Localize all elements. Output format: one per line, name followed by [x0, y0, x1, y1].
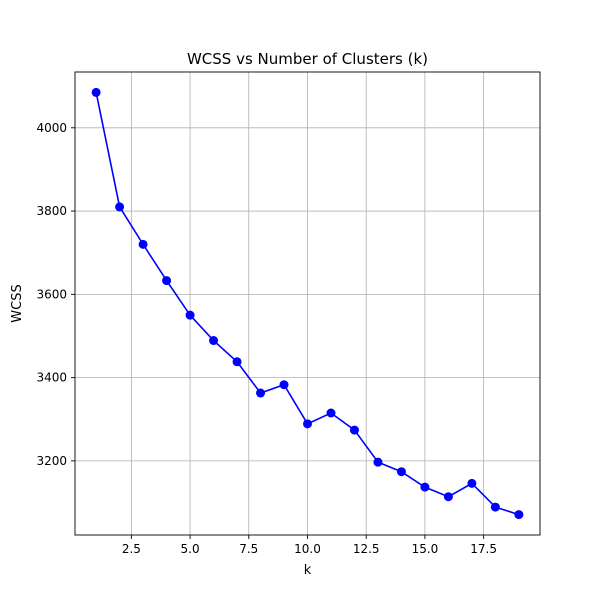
grid [75, 72, 540, 535]
x-axis: 2.5 5.0 7.5 10.0 12.5 15.0 17.5 [122, 535, 497, 556]
y-axis: 3200 3400 3600 3800 4000 [36, 121, 75, 468]
data-point [490, 502, 500, 512]
data-point [279, 380, 289, 390]
data-point [256, 388, 266, 398]
y-tick-label: 3200 [36, 454, 67, 468]
y-axis-label: WCSS [10, 284, 25, 322]
x-tick-label: 15.0 [412, 542, 439, 556]
data-point [420, 482, 430, 492]
data-point [514, 510, 524, 520]
data-point [209, 336, 219, 346]
data-point [115, 202, 125, 212]
x-tick-label: 2.5 [122, 542, 141, 556]
x-axis-label: k [304, 563, 312, 578]
y-tick-label: 3800 [36, 204, 67, 218]
data-point [467, 478, 477, 488]
y-tick-label: 3600 [36, 287, 67, 301]
series [91, 87, 524, 520]
data-point [349, 425, 359, 435]
y-tick-label: 4000 [36, 121, 67, 135]
data-point [326, 408, 336, 418]
y-tick-label: 3400 [36, 371, 67, 385]
x-tick-label: 10.0 [294, 542, 321, 556]
chart-title: WCSS vs Number of Clusters (k) [187, 50, 428, 68]
data-point [443, 492, 453, 502]
data-point [91, 87, 101, 97]
x-tick-label: 5.0 [181, 542, 200, 556]
data-point [138, 239, 148, 249]
data-point [185, 310, 195, 320]
x-tick-label: 12.5 [353, 542, 380, 556]
data-point [232, 357, 242, 367]
x-tick-label: 17.5 [470, 542, 497, 556]
data-point [303, 419, 312, 429]
data-point [373, 457, 383, 467]
data-point [396, 467, 406, 477]
data-point [162, 276, 172, 286]
x-tick-label: 7.5 [239, 542, 258, 556]
